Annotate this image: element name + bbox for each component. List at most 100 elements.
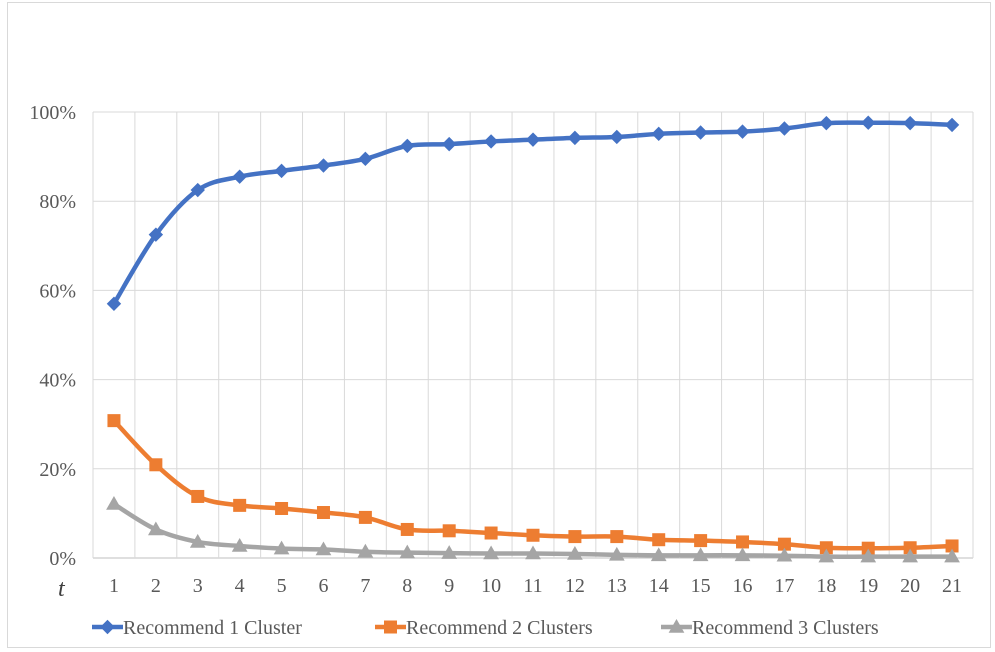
x-tick-label: 19 [858,575,878,597]
data-point [358,151,373,167]
legend-marker [100,619,115,635]
data-point [819,115,834,131]
series-line [111,120,955,307]
data-point [944,117,960,133]
data-point [233,498,247,512]
data-point [861,115,876,130]
data-point [525,132,541,147]
x-tick-label: 11 [523,575,542,597]
series-2 [107,414,959,555]
legend-label: Recommend 3 Clusters [692,617,879,639]
x-tick-label: 20 [900,575,920,597]
data-point [693,125,708,140]
legend-label: Recommend 2 Clusters [406,617,593,639]
x-tick-label: 4 [235,575,245,597]
x-tick-label: 15 [691,575,711,597]
legend-marker [384,620,397,634]
data-point [650,547,667,562]
x-tick-label: 21 [942,575,962,597]
data-point [694,534,708,548]
series-layer [106,115,960,563]
data-point [902,548,919,563]
x-tick-label: 17 [774,575,794,597]
data-point [441,136,457,152]
x-tick-label: 3 [193,575,203,597]
data-point [651,126,666,142]
x-tick-label: 14 [649,575,669,597]
legend-item-2: Recommend 2 Clusters [375,617,593,639]
x-tick-label: 16 [733,575,753,597]
data-point [106,296,122,311]
data-point [232,169,247,184]
data-point [315,541,332,556]
x-tick-label: 7 [360,575,370,597]
legend-label: Recommend 1 Cluster [123,617,302,639]
x-axis-ticks: 1 2 3 4 5 6 7 8 9 10 11 12 13 14 15 16 17 18 19 20 21 [109,575,962,597]
x-tick-label: 2 [151,575,161,597]
x-tick-label: 10 [481,575,501,597]
data-point [273,540,290,555]
data-point [735,124,750,139]
data-point [400,522,414,536]
y-tick-label: 40% [39,370,76,392]
x-tick-label: 1 [109,575,119,597]
data-point [231,537,248,552]
data-point [818,548,835,563]
data-point [902,115,918,131]
legend: Recommend 1 Cluster Recommend 2 Clusters R… [92,617,879,639]
data-point [274,163,289,179]
y-axis-ticks: 0% 20% 40% 60% 80% 100% [29,102,76,570]
data-point [190,182,205,198]
x-tick-label: 18 [816,575,836,597]
data-point [483,545,499,560]
data-point [483,134,499,149]
data-point [441,545,458,559]
y-tick-label: 100% [29,102,76,124]
data-point [944,548,960,563]
y-tick-label: 0% [49,548,76,570]
data-point [107,414,121,428]
data-point [652,533,666,547]
data-point [567,130,583,146]
y-tick-label: 80% [39,191,76,213]
x-tick-label: 6 [318,575,328,597]
data-point [692,547,709,562]
data-point [149,458,163,472]
data-point [357,543,374,558]
data-point [777,121,792,136]
data-point [316,158,331,173]
x-tick-label: 5 [277,575,287,597]
series-3 [106,496,960,563]
x-tick-label: 9 [444,575,454,597]
x-axis-title: t [58,576,66,602]
data-point [609,129,625,145]
legend-item-3: Recommend 3 Clusters [661,617,879,639]
series-1 [106,115,960,311]
data-point [147,521,164,536]
data-point [526,528,540,542]
data-point [106,496,122,510]
x-tick-label: 8 [402,575,412,597]
data-point [734,547,751,562]
data-point [316,506,330,520]
data-point [400,138,415,154]
data-point [608,546,625,561]
data-point [776,547,793,562]
data-point [568,530,582,544]
data-point [525,545,541,560]
x-tick-label: 13 [607,575,627,597]
x-tick-label: 12 [565,575,585,597]
data-point [736,535,750,549]
data-point [442,524,456,538]
chart-area [7,2,991,648]
data-point [275,501,289,515]
data-point [399,544,416,559]
y-tick-label: 60% [39,280,76,302]
data-point [610,530,624,544]
data-point [484,526,498,540]
data-point [191,489,205,503]
data-point [860,548,877,563]
data-point [567,545,583,560]
legend-item-1: Recommend 1 Cluster [92,617,302,639]
